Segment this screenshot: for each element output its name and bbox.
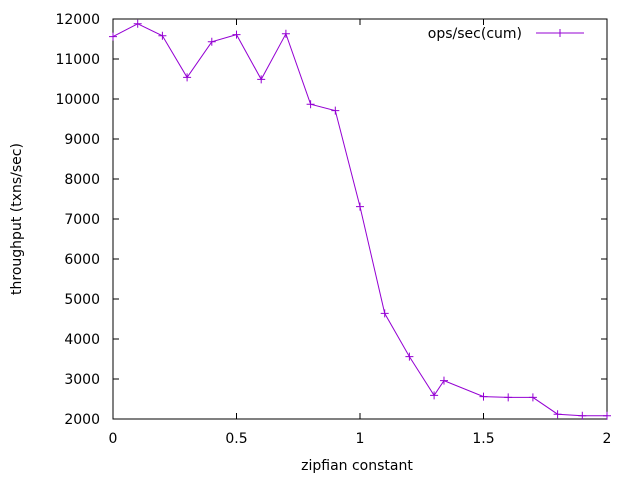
data-point xyxy=(578,411,587,420)
data-point xyxy=(306,100,315,109)
x-tick-label: 0 xyxy=(109,431,118,447)
data-point xyxy=(257,75,266,84)
data-point xyxy=(281,29,290,38)
y-tick-label: 5000 xyxy=(64,292,100,308)
legend-marker xyxy=(556,29,564,37)
data-point xyxy=(479,392,488,401)
y-tick-label: 4000 xyxy=(64,332,100,348)
y-tick-label: 11000 xyxy=(55,52,100,68)
data-point xyxy=(331,106,340,115)
series-line xyxy=(112,23,607,417)
data-point xyxy=(603,411,611,420)
y-tick-label: 6000 xyxy=(64,252,100,268)
legend-label: ops/sec(cum) xyxy=(428,26,522,42)
data-point xyxy=(133,19,142,28)
y-tick-label: 7000 xyxy=(64,212,100,228)
data-point xyxy=(439,376,448,385)
x-tick-label: 1 xyxy=(356,431,365,447)
y-tick-label: 10000 xyxy=(55,92,100,108)
data-point xyxy=(207,37,216,46)
data-point xyxy=(109,32,117,41)
x-tick-label: 0.5 xyxy=(225,431,247,447)
x-tick-label: 2 xyxy=(603,431,612,447)
y-axis-ticks: 2000 3000 4000 5000 6000 7000 8000 9000 10000 110… xyxy=(55,12,607,428)
y-axis-title: throughput (txns/sec) xyxy=(9,143,25,295)
legend: ops/sec(cum) xyxy=(428,26,584,42)
y-tick-label: 9000 xyxy=(64,132,100,148)
y-tick-label: 2000 xyxy=(64,412,100,428)
data-point xyxy=(528,393,537,402)
y-tick-label: 12000 xyxy=(55,12,100,28)
y-tick-label: 8000 xyxy=(64,172,100,188)
data-point xyxy=(504,393,513,402)
x-tick-label: 1.5 xyxy=(472,431,494,447)
series-layer xyxy=(109,19,611,420)
data-point xyxy=(553,410,562,419)
data-point xyxy=(232,30,241,39)
data-point xyxy=(405,352,414,361)
data-point xyxy=(183,73,192,82)
data-point xyxy=(356,202,364,211)
data-point xyxy=(430,391,439,400)
data-point xyxy=(380,309,389,318)
legend-marker-plus xyxy=(556,29,564,37)
x-axis-title: zipfian constant xyxy=(301,458,413,474)
data-point xyxy=(158,31,167,40)
y-tick-label: 3000 xyxy=(64,372,100,388)
x-axis-ticks: 0 0.5 1 1.5 2 xyxy=(109,19,612,447)
